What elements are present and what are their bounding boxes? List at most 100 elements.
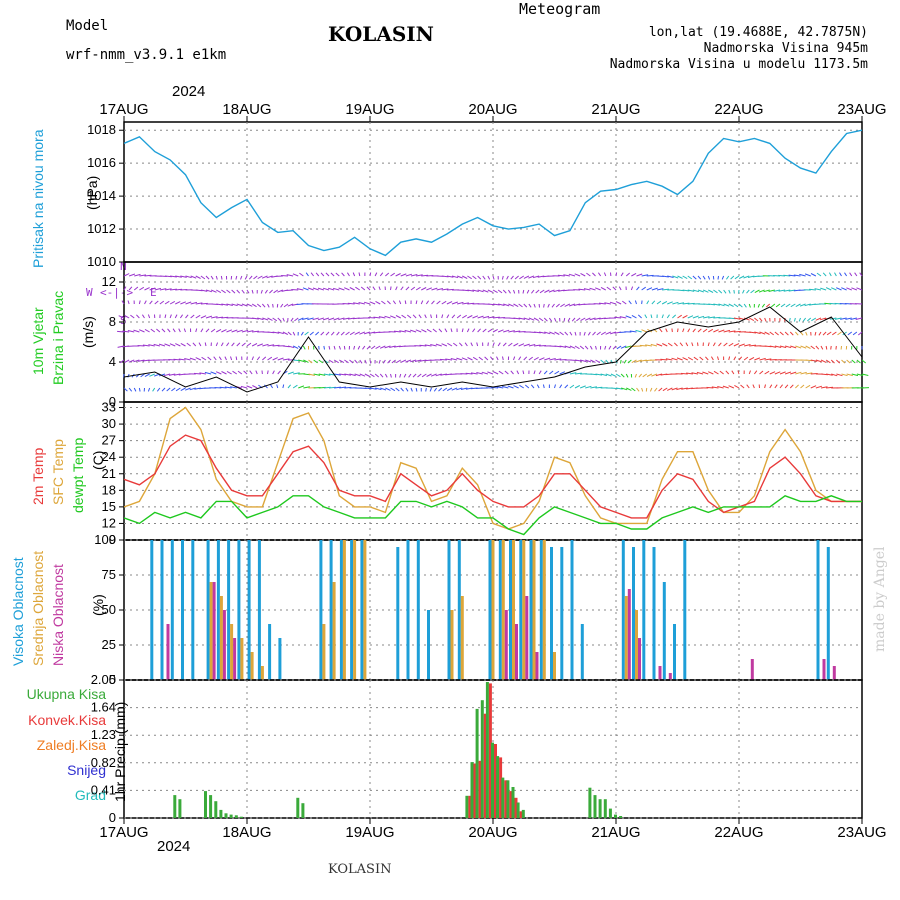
wind-barb <box>282 384 285 389</box>
wind-barb <box>798 317 801 322</box>
cloud-bar <box>529 540 533 680</box>
wind-barb <box>717 386 724 389</box>
cloud-ytick-label: 0 <box>109 672 116 687</box>
wind-barb <box>456 275 463 279</box>
wind-barb <box>123 286 127 291</box>
cloud-bar <box>539 540 543 680</box>
wind-barb <box>610 331 617 335</box>
wind-barb <box>322 317 330 321</box>
wind-barb <box>569 303 576 307</box>
precip-ytick-label: 1.64 <box>91 700 116 715</box>
precip-bar <box>588 787 592 818</box>
wind-barb <box>369 359 372 364</box>
wind-barb <box>200 328 204 333</box>
wind-barb <box>204 342 207 347</box>
wind-barb <box>564 331 569 336</box>
wind-barb <box>252 330 259 333</box>
wind-barb <box>590 359 596 363</box>
wind-barb <box>343 345 346 350</box>
wind-barb <box>419 344 427 347</box>
precip-legend-conv: Konvek.Kisa <box>28 712 106 728</box>
wind-barb <box>466 328 470 333</box>
wind-barb <box>180 275 187 278</box>
wind-barb <box>272 370 275 375</box>
wind-barb <box>169 300 176 305</box>
wind-barb <box>472 289 479 292</box>
wind-barb <box>424 314 427 319</box>
model-name: wrf-nmm_v3.9.1 e1km <box>66 47 227 63</box>
wind-barb <box>205 328 210 333</box>
wind-barb <box>272 303 274 308</box>
wind-barb <box>224 386 232 389</box>
wind-barb <box>563 274 570 277</box>
wind-barb <box>595 386 603 389</box>
wind-barb <box>673 342 678 347</box>
wind-barb <box>341 272 345 277</box>
wind-barb <box>661 300 668 305</box>
cloud-bar <box>642 540 646 680</box>
wind-barb <box>641 274 649 277</box>
wind-barb <box>441 288 449 291</box>
wind-barb <box>421 329 427 333</box>
cloud-ytick-label: 50 <box>102 602 116 617</box>
wind-barb <box>267 356 273 361</box>
pressure-ytick-label: 1018 <box>87 122 116 137</box>
wind-barb <box>712 342 716 347</box>
wind-barb <box>774 331 779 336</box>
wind-barb <box>680 372 688 375</box>
wind-barb <box>856 287 863 291</box>
wind-barb <box>779 371 786 375</box>
wind-barb <box>349 331 355 336</box>
wind-barb <box>800 384 805 389</box>
precip-bar <box>209 795 213 818</box>
precip-bar <box>593 795 597 818</box>
wind-barb <box>723 342 728 347</box>
wind-barb <box>728 342 734 347</box>
wind-barb <box>710 356 714 361</box>
wind-barb <box>851 359 856 364</box>
cloud-bar <box>658 666 662 680</box>
wind-barb <box>255 370 258 375</box>
wind-barb <box>226 289 231 294</box>
wind-barb <box>392 300 397 305</box>
cloud-bar <box>525 596 529 680</box>
wind-barb <box>138 387 141 392</box>
precip-bar <box>603 799 607 818</box>
wind-barb <box>651 373 658 377</box>
wind-barb <box>667 342 673 347</box>
wind-barb <box>656 300 662 305</box>
cloud-bar <box>832 666 836 680</box>
wind-barb <box>665 328 668 333</box>
wind-barb <box>630 286 634 291</box>
wind-barb <box>692 275 697 280</box>
wind-barb <box>426 287 432 291</box>
wind-barb <box>584 317 591 321</box>
wind-barb <box>743 317 750 321</box>
wind-barb <box>282 331 289 335</box>
wind-barb <box>152 387 156 392</box>
wind-barb <box>264 289 268 294</box>
wind-barb <box>563 317 566 322</box>
wind-barb <box>330 272 335 277</box>
wind-barb <box>349 373 356 377</box>
wind-barb <box>220 275 223 280</box>
precip-bar <box>501 777 505 818</box>
wind-barb <box>606 286 612 291</box>
wind-barb <box>184 358 191 361</box>
wind-barb <box>354 373 361 377</box>
cloud-ytick-label: 75 <box>102 567 116 582</box>
wind-barb <box>163 373 171 377</box>
cloud-bar <box>509 540 512 680</box>
wind-barb <box>759 370 764 375</box>
wind-barb <box>369 301 376 305</box>
wind-barb <box>241 289 245 294</box>
cloud-bar <box>826 547 830 680</box>
wind-barb <box>554 331 560 335</box>
wind-barb <box>148 344 155 347</box>
wind-barb <box>355 286 361 291</box>
wind-barb <box>281 275 289 277</box>
wind-barb <box>697 342 699 347</box>
wind-barb <box>795 371 802 375</box>
cloud-ytick-label: 100 <box>94 532 116 547</box>
